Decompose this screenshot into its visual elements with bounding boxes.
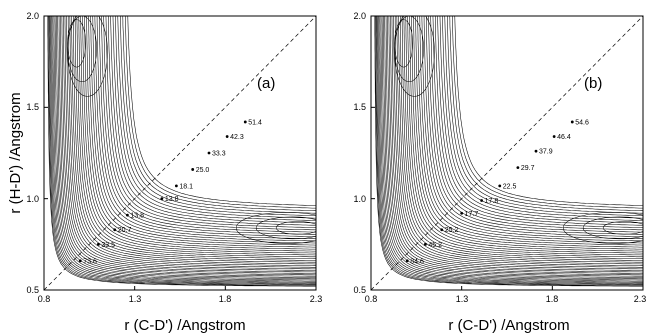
contour-line — [418, 7, 647, 243]
y-tick-label-b: 2.0 — [353, 11, 366, 21]
contour-line — [276, 222, 320, 235]
contour-value-label: 29.7 — [521, 165, 535, 172]
y-tick-label-b: 1.5 — [353, 102, 366, 112]
x-tick-label-a: 2.3 — [310, 294, 323, 304]
contour-value-label: 13.8 — [130, 213, 144, 220]
x-axis-title-a: r (C-D') /Angstrom — [124, 317, 245, 334]
contour-label-dot — [126, 214, 129, 217]
contour-line — [435, 7, 647, 226]
contour-value-label: 46.4 — [557, 134, 571, 141]
contour-value-label: 42.3 — [230, 134, 244, 141]
contour-value-label: 25.0 — [196, 167, 210, 174]
contour-line — [437, 7, 647, 223]
y-tick-label-a: 1.5 — [26, 102, 39, 112]
contour-value-label: 20.7 — [118, 227, 132, 234]
contour-line — [442, 7, 647, 218]
contour-line — [128, 7, 326, 206]
contour-value-label: 13.8 — [165, 196, 179, 203]
contour-line — [413, 7, 647, 247]
x-axis-title-b: r (C-D') /Angstrom — [448, 317, 569, 334]
contour-line — [424, 7, 647, 237]
x-tick-label-a: 0.8 — [38, 294, 51, 304]
contour-line — [603, 222, 647, 235]
contour-value-label: 17.7 — [465, 211, 479, 218]
contour-label-dot — [498, 184, 501, 187]
y-tick-label-a: 0.5 — [26, 285, 39, 295]
contour-lines-b — [375, 7, 647, 286]
contour-label-dot — [113, 228, 116, 231]
contour-label-dot — [226, 135, 229, 138]
contour-line — [455, 7, 647, 206]
contour-value-label: 25.2 — [445, 227, 459, 234]
panel-label-a: (a) — [257, 75, 275, 92]
contour-label-dot — [424, 243, 427, 246]
x-tick-label-a: 1.3 — [129, 294, 142, 304]
contour-label-dot — [191, 168, 194, 171]
contour-lines-a — [48, 7, 338, 286]
contour-panel-b: 84.6 45.2 25.2 17.7 17.8 22.5 29.7 37.9 46.4 54.6… — [353, 7, 647, 334]
contour-label-dot — [535, 150, 538, 153]
contour-line — [426, 7, 647, 235]
x-tick-label-b: 2.3 — [634, 294, 647, 304]
contour-line — [115, 7, 325, 218]
contour-label-dot — [406, 259, 409, 262]
contour-value-label: 17.8 — [485, 198, 499, 205]
x-tick-label-b: 1.8 — [546, 294, 559, 304]
contour-value-label: 51.4 — [248, 119, 262, 126]
contour-line — [431, 7, 647, 230]
y-tick-label-b: 0.5 — [353, 285, 366, 295]
contour-label-dot — [244, 121, 247, 124]
contour-label-dot — [516, 166, 519, 169]
y-tick-label-b: 1.0 — [353, 194, 366, 204]
contour-line — [445, 7, 647, 216]
contour-line — [447, 7, 647, 214]
contour-line — [402, 7, 647, 259]
contour-value-label: 37.9 — [539, 149, 553, 156]
y-tick-label-a: 1.0 — [26, 194, 39, 204]
contour-value-label: 73.6 — [83, 258, 97, 265]
contour-line — [406, 7, 647, 255]
contour-label-dot — [79, 259, 82, 262]
contour-value-label: 54.6 — [575, 119, 589, 126]
contour-value-label: 45.2 — [428, 242, 442, 249]
contour-label-dot — [440, 228, 443, 231]
x-tick-label-a: 1.8 — [219, 294, 232, 304]
contour-label-dot — [571, 121, 574, 124]
contour-label-dot — [175, 184, 178, 187]
contour-line — [450, 7, 647, 211]
contour-value-label: 18.1 — [179, 183, 193, 190]
contour-line — [392, 7, 647, 269]
contour-label-dot — [480, 199, 483, 202]
contour-label-dot — [208, 152, 211, 155]
contour-panel-a: 73.633.520.713.813.818.125.033.342.351.4… — [7, 7, 338, 334]
contour-label-dot — [97, 243, 100, 246]
contour-value-label: 33.3 — [212, 151, 226, 158]
x-tick-label-b: 1.3 — [456, 294, 469, 304]
contour-line — [400, 7, 647, 261]
contour-line — [256, 217, 329, 239]
contour-label-dot — [553, 135, 556, 138]
contour-label-dot — [460, 212, 463, 215]
y-axis-title-a: r (H-D') /Angstrom — [7, 92, 24, 213]
contour-value-label: 22.5 — [503, 183, 517, 190]
contour-line — [408, 7, 647, 253]
y-tick-label-a: 2.0 — [26, 11, 39, 21]
contour-label-dot — [160, 197, 163, 200]
panel-label-b: (b) — [584, 75, 602, 92]
x-tick-label-b: 0.8 — [365, 294, 378, 304]
contour-line — [433, 7, 647, 228]
contour-value-label: 84.6 — [410, 258, 424, 265]
contour-value-label: 33.5 — [101, 242, 115, 249]
